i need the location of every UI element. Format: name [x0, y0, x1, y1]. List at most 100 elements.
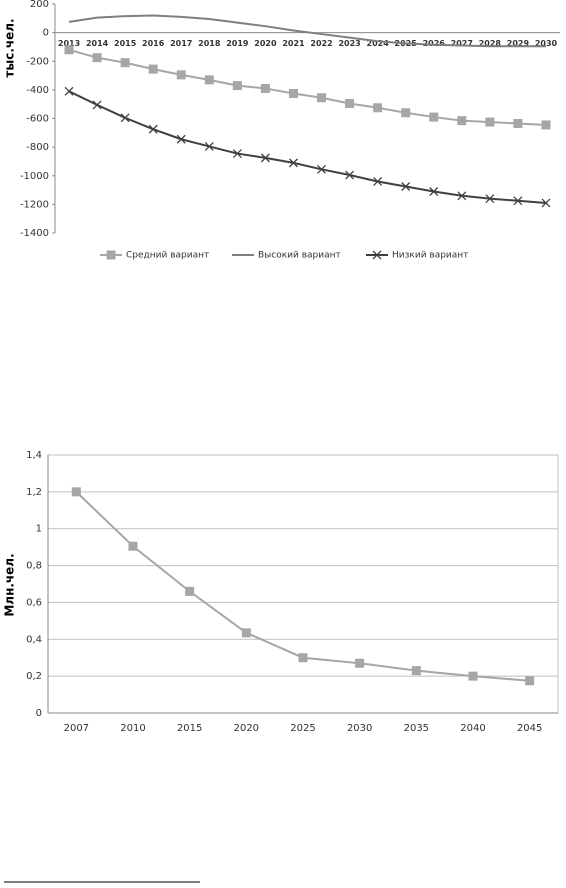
marker	[345, 170, 355, 180]
marker	[429, 112, 439, 122]
legend-label: Средний вариант	[126, 251, 209, 261]
marker	[204, 75, 214, 85]
y-tick-label: -400	[26, 85, 49, 96]
marker	[411, 666, 421, 676]
marker	[176, 134, 186, 144]
series-line	[75, 491, 530, 682]
x-tick-label: 2019	[226, 39, 249, 48]
y-axis-label: Млн.чел.	[3, 553, 17, 616]
marker	[204, 141, 214, 151]
y-tick-label: 200	[30, 0, 49, 10]
marker	[289, 158, 298, 168]
series-line	[68, 48, 547, 126]
x-tick-label: 2015	[177, 723, 202, 734]
marker	[176, 70, 186, 80]
marker	[372, 250, 382, 260]
y-tick-label: 0,2	[26, 671, 42, 682]
y-tick-label: 0,6	[26, 597, 42, 608]
marker	[128, 541, 138, 551]
x-tick-label: 2029	[507, 39, 530, 48]
marker	[457, 116, 467, 126]
marker	[373, 103, 383, 113]
x-tick-label: 2040	[460, 723, 485, 734]
y-tick-label: 0,8	[26, 561, 42, 572]
y-tick-label: -600	[26, 114, 49, 125]
marker	[288, 88, 298, 98]
y-tick-label: -800	[26, 142, 49, 153]
x-tick-label: 2013	[58, 39, 80, 48]
marker	[373, 177, 383, 186]
marker	[92, 100, 102, 110]
marker	[232, 149, 242, 159]
x-tick-label: 2020	[254, 39, 277, 48]
marker	[429, 187, 439, 196]
marker	[120, 113, 130, 123]
marker	[355, 658, 365, 668]
legend-label: Низкий вариант	[392, 251, 468, 261]
x-tick-label: 2027	[451, 39, 473, 48]
x-tick-label: 2028	[479, 39, 502, 48]
marker	[525, 676, 535, 686]
x-tick-label: 2030	[347, 723, 372, 734]
y-tick-label: 1,2	[26, 487, 42, 498]
x-tick-label: 2030	[535, 39, 558, 48]
x-tick-label: 2025	[290, 723, 315, 734]
marker	[185, 586, 195, 596]
marker	[485, 194, 495, 204]
x-tick-label: 2007	[64, 723, 89, 734]
marker	[513, 196, 523, 206]
plot-frame	[47, 454, 559, 714]
marker	[64, 45, 74, 55]
x-tick-label: 2024	[367, 39, 390, 48]
x-tick-label: 2045	[517, 723, 542, 734]
marker	[241, 628, 251, 638]
marker	[468, 671, 478, 681]
x-tick-label: 2021	[282, 39, 305, 48]
marker	[485, 117, 495, 127]
marker	[106, 250, 116, 260]
marker	[148, 124, 158, 134]
y-tick-label: 1,4	[26, 450, 42, 461]
marker	[317, 164, 326, 174]
marker	[345, 98, 355, 108]
y-tick-label: -200	[26, 56, 49, 67]
x-tick-label: 2017	[170, 39, 192, 48]
marker	[457, 191, 467, 201]
marker	[298, 653, 308, 663]
y-tick-label: -1400	[20, 228, 49, 239]
marker	[64, 86, 74, 96]
y-tick-label: 1	[36, 524, 42, 535]
x-tick-label: 2022	[310, 39, 332, 48]
y-tick-label: 0	[43, 28, 49, 39]
x-tick-label: 2026	[423, 39, 446, 48]
legend-label: Высокий вариант	[258, 251, 341, 261]
marker	[120, 58, 130, 68]
x-tick-label: 2035	[404, 723, 429, 734]
series-line	[68, 90, 547, 204]
x-tick-label: 2014	[86, 39, 109, 48]
x-tick-label: 2015	[114, 39, 137, 48]
marker	[260, 153, 270, 163]
marker	[541, 120, 551, 130]
marker	[401, 108, 411, 118]
x-tick-label: 2018	[198, 39, 221, 48]
marker	[148, 64, 158, 74]
marker	[71, 487, 81, 497]
marker	[513, 119, 523, 129]
marker	[541, 198, 551, 208]
y-tick-label: 0	[36, 708, 42, 719]
y-tick-label: -1000	[20, 171, 49, 182]
x-tick-label: 2020	[234, 723, 259, 734]
marker	[317, 93, 327, 103]
series-line	[68, 14, 546, 48]
y-axis-label: тыс.чел.	[3, 18, 17, 77]
marker	[260, 83, 270, 93]
x-tick-label: 2023	[338, 39, 360, 48]
y-tick-label: -1200	[20, 199, 49, 210]
x-tick-label: 2010	[120, 723, 145, 734]
y-tick-label: 0,4	[26, 634, 42, 645]
marker	[232, 81, 242, 91]
marker	[401, 182, 411, 191]
marker	[92, 53, 102, 63]
